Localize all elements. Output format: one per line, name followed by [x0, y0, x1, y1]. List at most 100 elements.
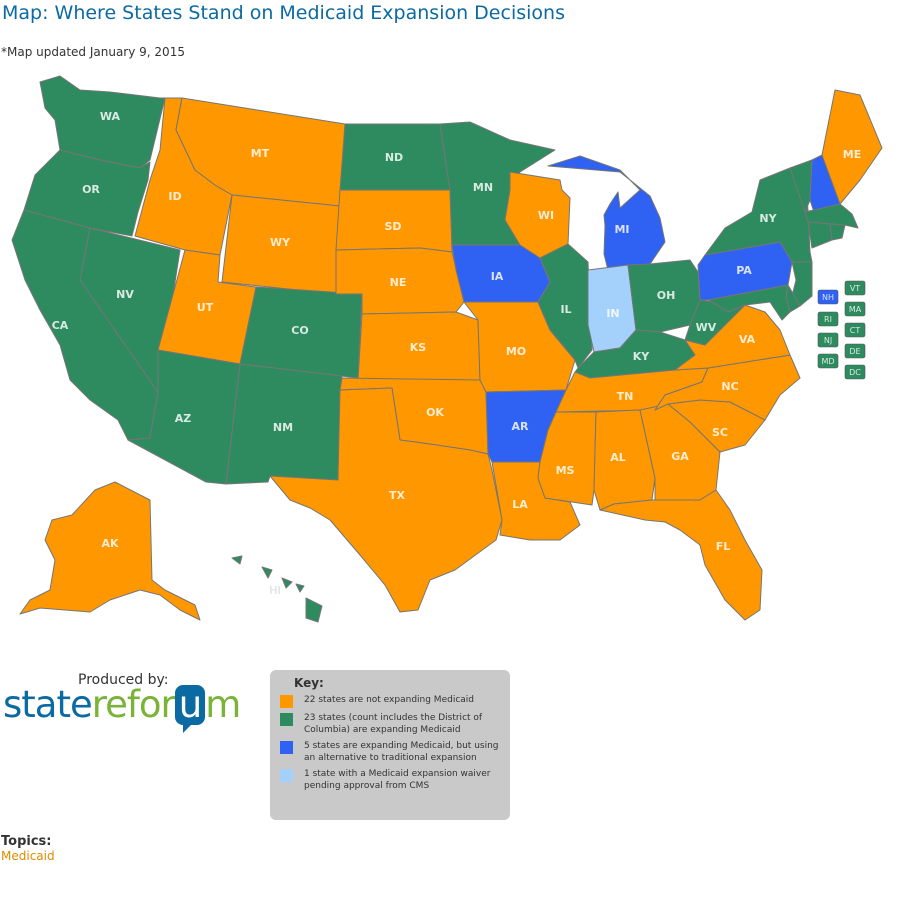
state-label-mi: MI — [614, 223, 629, 236]
small-state-box-rect — [844, 364, 866, 380]
state-label-wa: WA — [100, 110, 121, 123]
small-state-box-rect — [844, 301, 866, 317]
state-label-nc: NC — [721, 380, 738, 393]
state-md[interactable] — [707, 284, 791, 321]
state-ct[interactable] — [807, 221, 833, 249]
state-mi[interactable] — [547, 155, 666, 271]
state-label-in: IN — [606, 307, 619, 320]
state-label-wv: WV — [696, 321, 717, 334]
state-hi[interactable] — [261, 566, 273, 579]
state-il[interactable] — [537, 243, 593, 369]
state-label-ut: UT — [197, 301, 214, 314]
legend-text: 1 state with a Medicaid expansion waiver… — [304, 769, 491, 791]
state-label-ia: IA — [491, 270, 504, 283]
legend-item: 5 states are expanding Medicaid, but usi… — [280, 740, 500, 764]
logo-part-state: state — [3, 683, 93, 726]
state-hi[interactable] — [305, 597, 323, 623]
state-label-ok: OK — [426, 406, 444, 419]
map-update-note: *Map updated January 9, 2015 — [1, 45, 185, 59]
state-label-ms: MS — [556, 464, 575, 477]
small-state-label-ct: CT — [850, 326, 861, 335]
page-title: Map: Where States Stand on Medicaid Expa… — [2, 2, 565, 24]
state-label-or: OR — [82, 183, 100, 196]
state-hi[interactable] — [295, 583, 305, 593]
small-state-box-ri[interactable]: RI — [817, 311, 839, 327]
legend-key: Key: 22 states are not expanding Medicai… — [270, 670, 510, 820]
state-label-ks: KS — [410, 341, 427, 354]
small-state-box-ma[interactable]: MA — [844, 301, 866, 317]
small-state-box-md[interactable]: MD — [817, 353, 839, 369]
small-state-box-nj[interactable]: NJ — [817, 332, 839, 348]
state-label-pa: PA — [736, 264, 752, 277]
small-state-box-rect — [817, 289, 839, 305]
state-hi[interactable] — [231, 555, 243, 565]
state-label-tn: TN — [617, 390, 634, 403]
state-label-nm: NM — [273, 421, 293, 434]
state-label-ny: NY — [759, 212, 777, 225]
state-label-sd: SD — [384, 220, 401, 233]
state-label-me: ME — [843, 148, 861, 161]
small-state-box-rect — [844, 322, 866, 338]
state-label-nv: NV — [116, 288, 134, 301]
state-label-hi: HI — [269, 584, 281, 597]
state-label-va: VA — [739, 333, 756, 346]
state-label-fl: FL — [716, 540, 731, 553]
state-nc[interactable] — [654, 354, 801, 421]
legend-swatch-pending — [280, 769, 293, 782]
legend-text: 5 states are expanding Medicaid, but usi… — [304, 741, 499, 763]
state-label-wy: WY — [270, 236, 291, 249]
state-label-ga: GA — [671, 450, 689, 463]
state-label-ar: AR — [512, 420, 530, 433]
small-state-box-rect — [817, 311, 839, 327]
statereforum-logo[interactable]: staterefor u m — [3, 683, 241, 733]
state-wa[interactable] — [39, 75, 166, 169]
small-state-box-de[interactable]: DE — [844, 343, 866, 359]
small-state-box-nh[interactable]: NH — [817, 289, 839, 305]
small-state-label-vt: VT — [850, 284, 860, 293]
small-state-box-rect — [844, 280, 866, 296]
state-label-mn: MN — [473, 181, 493, 194]
legend-text: 23 states (count includes the District o… — [304, 713, 483, 735]
state-label-ca: CA — [52, 319, 69, 332]
small-state-box-rect — [817, 353, 839, 369]
small-state-label-nh: NH — [822, 293, 834, 302]
state-label-il: IL — [560, 303, 571, 316]
state-label-id: ID — [168, 190, 181, 203]
small-state-box-dc[interactable]: DC — [844, 364, 866, 380]
state-label-mo: MO — [506, 345, 526, 358]
state-label-oh: OH — [657, 289, 676, 302]
state-ak[interactable] — [19, 481, 201, 621]
state-hi[interactable] — [281, 577, 293, 589]
small-state-box-vt[interactable]: VT — [844, 280, 866, 296]
legend-item: 23 states (count includes the District o… — [280, 712, 500, 736]
topics-heading: Topics: — [1, 834, 52, 849]
small-state-label-md: MD — [821, 357, 834, 366]
state-label-ne: NE — [390, 276, 407, 289]
legend-swatch-not-expanding — [280, 695, 293, 708]
small-state-label-nj: NJ — [824, 336, 832, 345]
state-or[interactable] — [23, 149, 151, 237]
state-label-al: AL — [610, 451, 626, 464]
state-label-wi: WI — [538, 209, 554, 222]
state-label-mt: MT — [251, 147, 270, 160]
state-tx[interactable] — [269, 387, 503, 613]
small-state-box-rect — [844, 343, 866, 359]
legend-title: Key: — [294, 676, 324, 690]
state-ri[interactable] — [829, 223, 846, 241]
small-state-label-dc: DC — [849, 368, 861, 377]
logo-part-refor: refor — [91, 683, 176, 726]
topic-link-medicaid[interactable]: Medicaid — [1, 849, 55, 863]
state-label-la: LA — [512, 498, 528, 511]
us-medicaid-map: WA OR CA NV ID MT WY UT CO AZ NM ND SD NE KS OK TX MN IA MO… — [11, 75, 883, 623]
logo-part-u: u — [178, 683, 202, 726]
state-fl[interactable] — [599, 489, 763, 621]
legend-text: 22 states are not expanding Medicaid — [304, 695, 474, 705]
produced-by-label: Produced by: — [78, 672, 169, 688]
legend-item: 1 state with a Medicaid expansion waiver… — [280, 768, 500, 792]
legend-item: 22 states are not expanding Medicaid — [280, 694, 500, 708]
logo-part-m: m — [205, 683, 241, 726]
state-label-ak: AK — [101, 537, 119, 550]
state-label-nd: ND — [385, 151, 403, 164]
legend-swatch-alternative — [280, 741, 293, 754]
small-state-box-ct[interactable]: CT — [844, 322, 866, 338]
